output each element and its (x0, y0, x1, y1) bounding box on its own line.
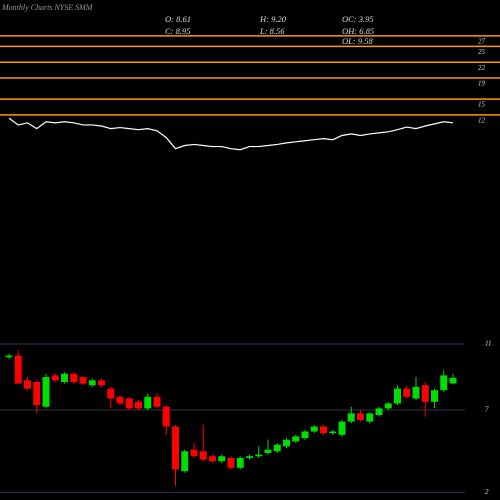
candle-body (412, 386, 420, 399)
candle-body (98, 380, 105, 386)
candle-body (24, 380, 31, 389)
candle-body (347, 413, 355, 422)
candle-body (42, 377, 50, 407)
candle-body (116, 396, 124, 404)
level-label: 19 (478, 80, 486, 88)
candle-body (172, 426, 179, 470)
stat-label: L: 8.56 (259, 26, 285, 36)
candle-body (61, 373, 68, 382)
y-tick-label: 11 (485, 340, 491, 348)
candle-body (310, 426, 318, 432)
candle-body (357, 413, 364, 420)
candle-body (375, 408, 383, 415)
candle-body (218, 456, 226, 462)
candle-body (125, 398, 133, 409)
stat-label: H: 9.20 (259, 14, 287, 24)
y-tick-label: 2 (485, 488, 489, 496)
candle-body (144, 396, 152, 409)
candle-body (338, 421, 346, 435)
candle-body (440, 375, 448, 391)
price-line (8, 117, 454, 151)
candle-body (209, 456, 216, 462)
candle-body (246, 456, 253, 458)
candle-body (431, 390, 438, 402)
candle-body (51, 375, 59, 381)
level-label: 15 (478, 101, 486, 109)
candle-body (384, 403, 392, 409)
candle-body (394, 388, 401, 404)
candle-body (292, 436, 300, 442)
candle-body (135, 401, 142, 409)
candle-body (162, 406, 170, 427)
candle-body (273, 444, 281, 452)
candle-body (107, 388, 115, 399)
candle-body (403, 388, 411, 397)
candle-body (190, 449, 198, 457)
candle-body (421, 385, 429, 402)
candle-body (301, 431, 309, 439)
candle-body (79, 377, 87, 384)
candle-body (227, 457, 235, 468)
candle-body (236, 457, 244, 468)
stat-label: OC: 3.95 (342, 14, 374, 24)
candle-body (181, 451, 189, 472)
stat-label: O: 8.61 (165, 14, 191, 24)
candle-body (70, 373, 78, 382)
candle-body (264, 449, 272, 453)
candle-body (255, 454, 263, 457)
level-label: 22 (478, 64, 486, 72)
stat-label: OL: 9.58 (342, 36, 373, 46)
level-label: 25 (478, 48, 486, 56)
level-label: 27 (478, 37, 486, 45)
candle-body (14, 355, 22, 384)
candle-body (199, 451, 207, 460)
candle-body (320, 426, 327, 434)
candle-body (5, 355, 13, 358)
candle-body (283, 439, 290, 447)
candle-body (153, 396, 161, 407)
y-tick-label: 7 (485, 406, 489, 414)
chart-title: Monthly Charts NYSE SMM (1, 3, 94, 12)
candle-body (329, 431, 337, 434)
candle-body (88, 380, 96, 386)
stat-label: C: 8.95 (165, 26, 191, 36)
candle-body (33, 381, 41, 406)
stat-label: OH: 6.85 (342, 26, 374, 36)
candle-body (366, 413, 374, 422)
candle-body (449, 377, 457, 384)
level-label: 12 (478, 117, 486, 125)
